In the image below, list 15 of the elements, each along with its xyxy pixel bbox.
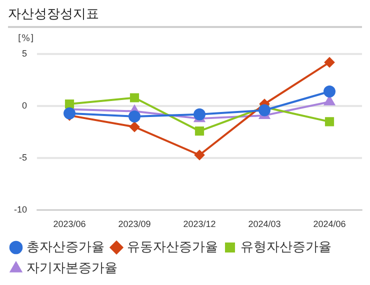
x-tick-label: 2024/06 [313, 219, 346, 230]
y-axis-title: [%] [18, 34, 34, 44]
legend-label: 자기자본증가율 [26, 260, 118, 276]
chart-title: 자산성장성지표 [8, 4, 362, 28]
y-tick-label: 0 [22, 100, 28, 111]
y-tick-label: -5 [18, 152, 28, 163]
legend-label: 총자산증가율 [26, 240, 104, 255]
legend-label: 유동자산증가율 [127, 240, 218, 255]
x-tick-label: 2023/12 [183, 219, 216, 230]
y-tick-label: 5 [22, 48, 28, 58]
y-tick-label: -10 [14, 204, 28, 215]
x-tick-label: 2023/09 [118, 219, 151, 230]
x-tick-label: 2023/06 [53, 219, 86, 230]
x-tick-label: 2024/03 [248, 219, 281, 230]
legend-label: 유형자산증가율 [240, 240, 332, 255]
